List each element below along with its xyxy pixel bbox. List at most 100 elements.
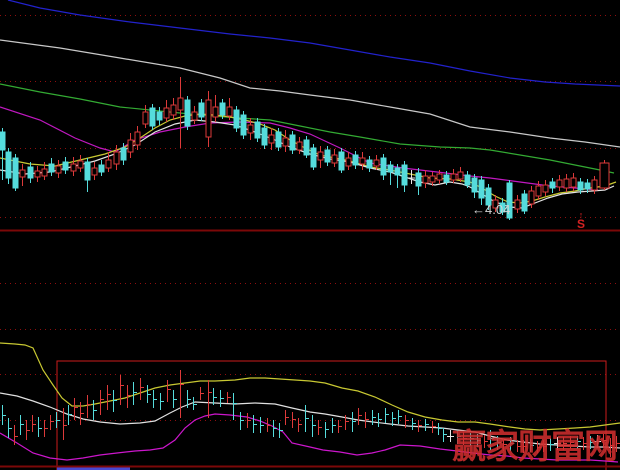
candle-body: [577, 181, 584, 191]
candle-body: [599, 162, 610, 189]
candle-body: [127, 139, 134, 153]
candle-body: [247, 124, 254, 134]
candle-body: [535, 185, 542, 197]
ma-green: [0, 83, 615, 174]
candle-body: [170, 104, 177, 116]
candle-body: [55, 165, 62, 174]
candle-body: [261, 127, 268, 146]
sell-marker-up-arrow-icon: ↑: [578, 210, 584, 220]
candle-body: [296, 141, 303, 151]
candle-body: [27, 166, 34, 179]
candle-body: [352, 154, 359, 166]
candle-body: [429, 175, 436, 183]
candle-body: [84, 161, 91, 181]
candle-body: [219, 102, 226, 116]
candle-body: [70, 163, 77, 172]
candle-body: [331, 154, 338, 164]
long-ma-white: [0, 39, 620, 148]
candle-body: [19, 169, 26, 178]
upper-band-yellow: [0, 342, 620, 431]
candle-body: [591, 179, 598, 191]
candle-body: [521, 193, 528, 212]
candle-body: [584, 182, 591, 190]
candle-body: [303, 139, 310, 156]
candle-body: [120, 147, 127, 161]
candle-body: [366, 159, 373, 169]
candle-body: [415, 172, 422, 187]
indicator-ticks-group: [2, 370, 620, 457]
candle-body: [443, 174, 450, 183]
candle-body: [62, 161, 69, 171]
candle-body: [191, 111, 198, 121]
candle-body: [492, 199, 499, 209]
candle-body: [542, 184, 549, 193]
candle-body: [345, 157, 352, 167]
candle-body: [34, 170, 41, 178]
sell-signal-marker: ↑ S: [573, 210, 589, 231]
sell-marker-letter: S: [576, 217, 585, 231]
slow-ma-blue: [7, 0, 620, 87]
candle-body: [338, 151, 345, 171]
candle-body: [450, 173, 457, 181]
candle-body: [149, 107, 156, 127]
site-watermark: 赢家财富网: [452, 429, 618, 466]
candle-body: [254, 121, 261, 139]
candle-body: [41, 168, 48, 177]
candle-body: [184, 99, 191, 127]
candle-body: [77, 160, 84, 169]
candle-body: [563, 178, 570, 189]
candle-body: [12, 157, 19, 189]
candle-body: [528, 190, 535, 205]
candle-body: [91, 167, 98, 176]
candle-body: [422, 175, 429, 184]
candle-body: [506, 182, 513, 219]
candle-body: [5, 151, 12, 179]
candle-body: [514, 199, 521, 210]
candle-body: [156, 111, 163, 121]
candle-body: [359, 157, 366, 165]
candle-body: [464, 174, 471, 186]
candle-body: [268, 134, 275, 144]
main-candles-group: [0, 77, 610, 220]
candle-body: [212, 106, 219, 118]
candle-body: [0, 131, 6, 151]
candle-body: [275, 131, 282, 148]
candle-body: [205, 99, 212, 138]
candle-body: [471, 177, 478, 193]
panel-separators-group: [0, 229, 620, 468]
lower-band-magenta: [0, 413, 619, 463]
candle-body: [549, 181, 556, 189]
candle-body: [387, 164, 394, 173]
candle-body: [570, 177, 577, 188]
candle-body: [380, 157, 387, 176]
candle-body: [240, 114, 247, 136]
candle-body: [177, 97, 184, 111]
candle-body: [48, 163, 55, 173]
price-low-label: ←4.04: [472, 202, 511, 217]
candle-body: [134, 131, 141, 146]
candle-body: [226, 106, 233, 117]
candle-body: [142, 111, 149, 125]
candle-body: [556, 179, 563, 188]
candle-body: [324, 149, 331, 163]
candle-body: [105, 159, 112, 169]
candle-body: [478, 179, 485, 199]
main-ma-lines-group: [0, 0, 620, 209]
candle-body: [373, 159, 380, 167]
candle-body: [289, 134, 296, 151]
ma-magenta: [0, 106, 599, 191]
indicator-band-lines-group: [0, 342, 620, 463]
candle-body: [401, 164, 408, 186]
candle-body: [499, 202, 506, 213]
candle-body: [233, 109, 240, 129]
candle-body: [198, 102, 205, 118]
candle-body: [163, 107, 170, 119]
candle-body: [317, 151, 324, 161]
middle-band-white: [0, 392, 620, 449]
gridlines-group: [0, 15, 620, 421]
candle-body: [310, 147, 317, 168]
candle-body: [98, 164, 105, 173]
candle-body: [436, 173, 443, 181]
